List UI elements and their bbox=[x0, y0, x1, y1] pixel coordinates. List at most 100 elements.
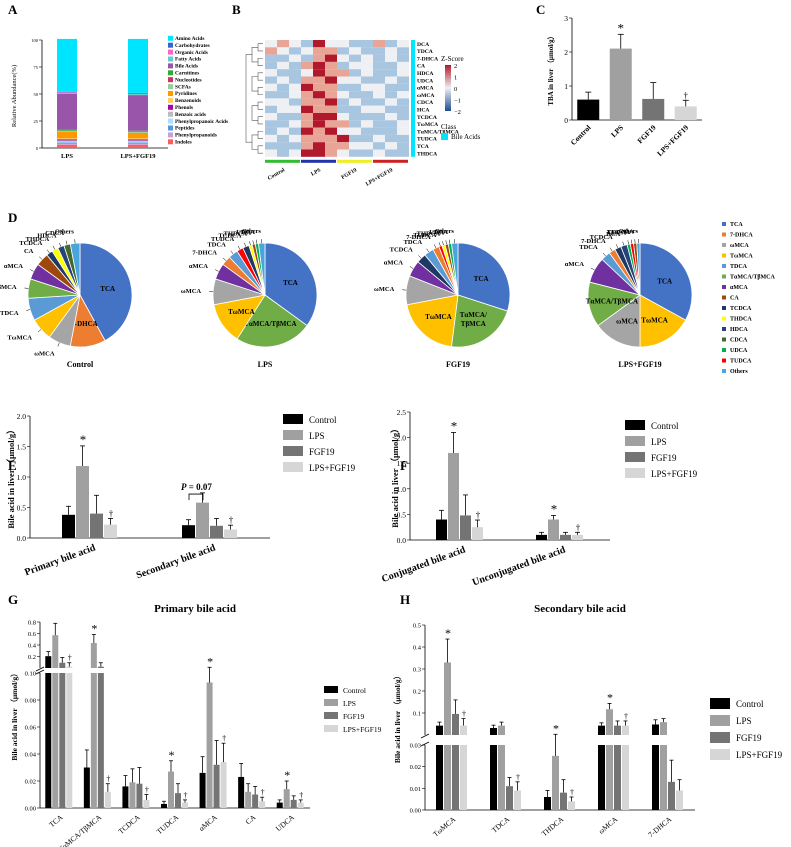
d-legend-label: Others bbox=[730, 369, 748, 375]
h-bar-lps bbox=[606, 709, 613, 735]
b-heatmap-cell bbox=[397, 149, 409, 157]
f-significance-mark: † bbox=[576, 522, 581, 532]
b-heatmap-cell bbox=[313, 105, 325, 113]
g-bar-fgf19 bbox=[136, 783, 143, 808]
a-legend-swatch bbox=[168, 104, 173, 110]
d-slice-label: TDCA bbox=[404, 239, 423, 246]
g-bar-control bbox=[122, 786, 129, 808]
b-heatmap-cell bbox=[277, 76, 289, 84]
b-group-label: FGF19 bbox=[340, 167, 358, 181]
b-heatmap-cell bbox=[265, 47, 277, 55]
h-bar-control bbox=[652, 745, 659, 810]
b-dendrogram-branch bbox=[251, 105, 258, 121]
f-y-tick-label: 2.5 bbox=[397, 408, 407, 417]
h-significance-mark: * bbox=[445, 626, 451, 640]
g-significance-mark: † bbox=[222, 734, 226, 743]
b-heatmap-cell bbox=[313, 149, 325, 157]
d-legend-label: TωMCA bbox=[730, 254, 753, 260]
b-heatmap-cell bbox=[265, 120, 277, 128]
b-heatmap-cell bbox=[301, 120, 313, 128]
a-legend-swatch bbox=[168, 132, 173, 138]
b-heatmap-cell bbox=[325, 54, 337, 62]
b-heatmap-cell bbox=[289, 83, 301, 92]
h-bar-lps-fgf19 bbox=[622, 745, 629, 810]
d-leader-line bbox=[65, 240, 68, 245]
g-bar-control bbox=[161, 803, 167, 808]
a-legend-label: Pyridines bbox=[175, 91, 197, 97]
g-y-tick-label: 0.4 bbox=[28, 643, 37, 650]
e-y-label: Bile acid in liver （μmol/g） bbox=[6, 425, 16, 528]
b-heatmap-cell bbox=[373, 61, 385, 70]
d-slice-label: UDCA bbox=[236, 229, 255, 236]
b-group-label: Control bbox=[267, 167, 286, 182]
panel-letter-C: C bbox=[536, 2, 545, 17]
g-legend-swatch bbox=[324, 725, 338, 732]
e-legend-swatch bbox=[283, 414, 303, 424]
a-bar-segment-fatty-acids bbox=[128, 94, 148, 96]
b-heatmap-cell bbox=[349, 69, 361, 77]
b-heatmap-cell bbox=[265, 61, 277, 70]
h-y-tick-label: 0.3 bbox=[413, 667, 421, 674]
g-y-tick-label: 0.06 bbox=[25, 725, 37, 732]
h-bar-control bbox=[598, 725, 605, 735]
h-x-tick-label: 7-DHCA bbox=[646, 814, 673, 839]
b-row-label: TCA bbox=[417, 144, 429, 150]
e-legend-swatch bbox=[283, 446, 303, 456]
a-bar-segment-carnitines bbox=[57, 129, 77, 131]
b-heatmap-cell bbox=[385, 113, 397, 121]
b-heatmap-cell bbox=[385, 98, 397, 106]
b-heatmap-cell bbox=[397, 76, 409, 84]
f-y-tick-label: 2.0 bbox=[397, 434, 407, 443]
a-y-tick-label: 50 bbox=[34, 92, 39, 97]
h-bar-control bbox=[490, 727, 497, 735]
a-bar-segment-benzenoids bbox=[57, 138, 77, 140]
b-dendrogram-branch bbox=[257, 145, 263, 154]
g-bar-lps-fgf19 bbox=[66, 673, 73, 808]
d-leader-line bbox=[252, 240, 254, 245]
d-pie-title: Control bbox=[67, 360, 94, 369]
d-leader-line bbox=[26, 309, 31, 311]
b-heatmap-cell bbox=[397, 47, 409, 55]
d-slice-label: ωMCA bbox=[616, 317, 638, 325]
d-leader-line bbox=[622, 241, 625, 246]
b-group-label: LPS+FGF19 bbox=[365, 167, 394, 187]
d-slice-label: TCA bbox=[100, 285, 115, 293]
h-y-tick-label: 0.01 bbox=[410, 786, 421, 793]
b-heatmap-cell bbox=[397, 98, 409, 106]
d-pie-slice bbox=[451, 294, 508, 348]
b-dendrogram-branch bbox=[251, 47, 258, 63]
b-class-bar bbox=[411, 40, 415, 157]
f-x-tick-label: Unconjugated bile acid bbox=[471, 544, 568, 588]
d-legend-swatch bbox=[722, 222, 726, 226]
h-bar-lps bbox=[606, 745, 613, 810]
a-bar-segment-peptides bbox=[128, 142, 148, 144]
h-significance-mark: † bbox=[462, 710, 466, 719]
d-slice-label: TαMCA/ bbox=[460, 311, 488, 319]
b-heatmap-cell bbox=[337, 83, 349, 92]
h-bar-lps bbox=[552, 755, 559, 810]
f-y-tick-label: 0.0 bbox=[397, 536, 407, 545]
a-bar-segment-phenylpropanoic-acids bbox=[57, 141, 77, 143]
d-leader-line bbox=[445, 240, 447, 245]
d-slice-label: HDCA bbox=[37, 232, 56, 239]
b-heatmap-cell bbox=[313, 98, 325, 106]
d-pie-slice bbox=[79, 242, 133, 342]
h-legend-swatch bbox=[710, 715, 730, 726]
d-leader-line bbox=[442, 241, 444, 246]
h-legend-label: LPS+FGF19 bbox=[736, 750, 783, 760]
d-slice-label: TUDCA bbox=[211, 236, 234, 243]
a-y-tick-label: 25 bbox=[34, 119, 39, 124]
f-bar-control bbox=[536, 534, 547, 540]
b-heatmap-cell bbox=[277, 47, 289, 55]
d-legend-label: THDCA bbox=[730, 317, 752, 323]
d-pie-slice bbox=[457, 242, 511, 312]
a-bar-segment-amino-acids bbox=[57, 38, 77, 92]
a-legend-swatch bbox=[168, 125, 173, 131]
b-heatmap-cell bbox=[361, 98, 373, 106]
b-heatmap-cell bbox=[289, 54, 301, 62]
b-heatmap-cell bbox=[361, 142, 373, 150]
b-heatmap-cell bbox=[373, 134, 385, 143]
a-legend-label: Benzoic acids bbox=[175, 112, 206, 118]
h-bar-control bbox=[490, 745, 497, 810]
